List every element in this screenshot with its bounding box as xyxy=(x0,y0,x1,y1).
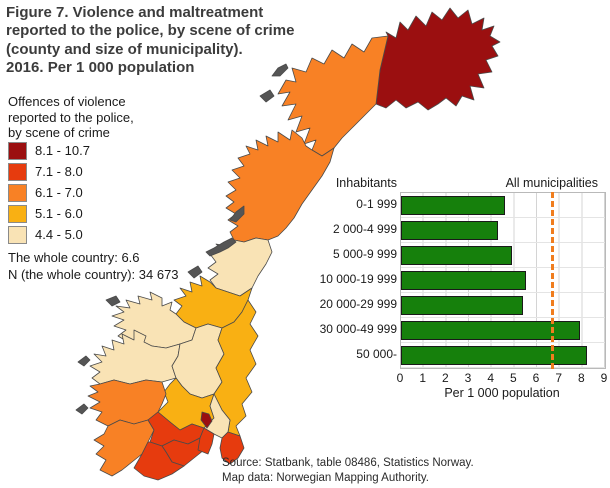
x-tick-label: 6 xyxy=(532,371,540,385)
x-tick-label: 0 xyxy=(396,371,404,385)
figure-title-line: (county and size of municipality). xyxy=(6,40,243,58)
x-axis-ticks: 0 1 2 3 4 5 6 7 8 9 xyxy=(396,371,608,385)
bar-chart-plot-area xyxy=(400,192,606,369)
bar-2 000-4 999 xyxy=(401,221,499,240)
legend-heading-line: by scene of crime xyxy=(8,125,110,141)
x-tick-label: 3 xyxy=(464,371,472,385)
legend-item-label: 4.4 - 5.0 xyxy=(35,227,83,242)
source-line: Map data: Norwegian Mapping Authority. xyxy=(222,472,429,485)
x-tick-label: 8 xyxy=(577,371,585,385)
county-ostfold xyxy=(219,431,245,465)
category-label: 50 000- xyxy=(356,347,397,361)
x-tick-label: 1 xyxy=(419,371,426,385)
county-hedmark xyxy=(213,299,259,437)
county-oslo xyxy=(200,411,213,429)
county-akershus xyxy=(203,393,231,439)
chart-category-labels: 0-1 999 2 000-4 999 5 000-9 999 10 000-19 9… xyxy=(313,192,397,367)
legend-item-label: 8.1 - 10.7 xyxy=(35,143,90,158)
category-label: 5 000-9 999 xyxy=(332,247,397,261)
bar-0-1 999 xyxy=(401,196,506,215)
figure-title-line: reported to the police, by scene of crim… xyxy=(6,22,295,40)
legend-swatch-dark-red xyxy=(8,141,27,160)
legend-item-label: 6.1 - 7.0 xyxy=(35,185,83,200)
category-label: 0-1 999 xyxy=(356,197,397,211)
figure-title-line: 2016. Per 1 000 population xyxy=(6,58,195,76)
legend-item-label: 7.1 - 8.0 xyxy=(35,164,83,179)
legend-heading: Offences of violence reported to the pol… xyxy=(8,94,208,141)
category-label: 20 000-29 999 xyxy=(319,297,397,311)
legend-item: 7.1 - 8.0 xyxy=(8,161,90,182)
reference-line xyxy=(550,192,554,369)
whole-country-n: N (the whole country): 34 673 xyxy=(8,267,179,283)
category-label: 2 000-4 999 xyxy=(332,222,397,236)
legend-heading-line: reported to the police, xyxy=(8,109,134,125)
whole-country-note: The whole country: 6.6 N (the whole coun… xyxy=(8,249,228,283)
figure-title: Figure 7. Violence and maltreatment repo… xyxy=(6,4,318,77)
x-tick-label: 7 xyxy=(555,371,562,385)
legend-swatch-orange xyxy=(8,183,27,202)
reference-line-label: All municipalities xyxy=(505,176,598,190)
source-note: Source: Statbank, table 08486, Statistic… xyxy=(222,456,474,486)
bar-5 000-9 999 xyxy=(401,246,513,265)
legend-swatch-amber xyxy=(8,204,27,223)
source-line: Source: Statbank, table 08486, Statistic… xyxy=(222,457,474,469)
whole-country-rate: The whole country: 6.6 xyxy=(8,250,140,265)
map-legend: 8.1 - 10.7 7.1 - 8.0 6.1 - 7.0 5.1 - 6.0… xyxy=(8,140,90,245)
legend-item: 8.1 - 10.7 xyxy=(8,140,90,161)
legend-heading-line: Offences of violence xyxy=(8,94,126,109)
legend-item-label: 5.1 - 6.0 xyxy=(35,206,83,221)
x-tick-label: 2 xyxy=(441,371,449,385)
legend-swatch-red xyxy=(8,162,27,181)
x-tick-label: 5 xyxy=(509,371,517,385)
bar-10 000-19 999 xyxy=(401,271,526,290)
legend-item: 5.1 - 6.0 xyxy=(8,203,90,224)
x-tick-label: 9 xyxy=(600,371,608,385)
county-finnmark xyxy=(375,7,501,111)
chart-group-label: Inhabitants xyxy=(335,176,397,190)
legend-swatch-cream xyxy=(8,225,27,244)
county-troms xyxy=(277,35,389,157)
bar-30 000-49 999 xyxy=(401,321,581,340)
figure-title-line: Figure 7. Violence and maltreatment xyxy=(6,4,264,21)
bar-50 000- xyxy=(401,346,587,365)
bar-20 000-29 999 xyxy=(401,296,524,315)
category-label: 30 000-49 999 xyxy=(319,322,397,336)
coastal-islands xyxy=(75,63,289,415)
county-rogaland xyxy=(93,419,155,477)
county-vestfold xyxy=(197,427,215,455)
x-axis-label: Per 1 000 population xyxy=(444,386,560,400)
county-vest-agder xyxy=(133,441,185,481)
legend-item: 6.1 - 7.0 xyxy=(8,182,90,203)
county-nordland xyxy=(225,129,335,243)
category-label: 10 000-19 999 xyxy=(319,272,397,286)
x-tick-label: 4 xyxy=(487,371,494,385)
legend-item: 4.4 - 5.0 xyxy=(8,224,90,245)
